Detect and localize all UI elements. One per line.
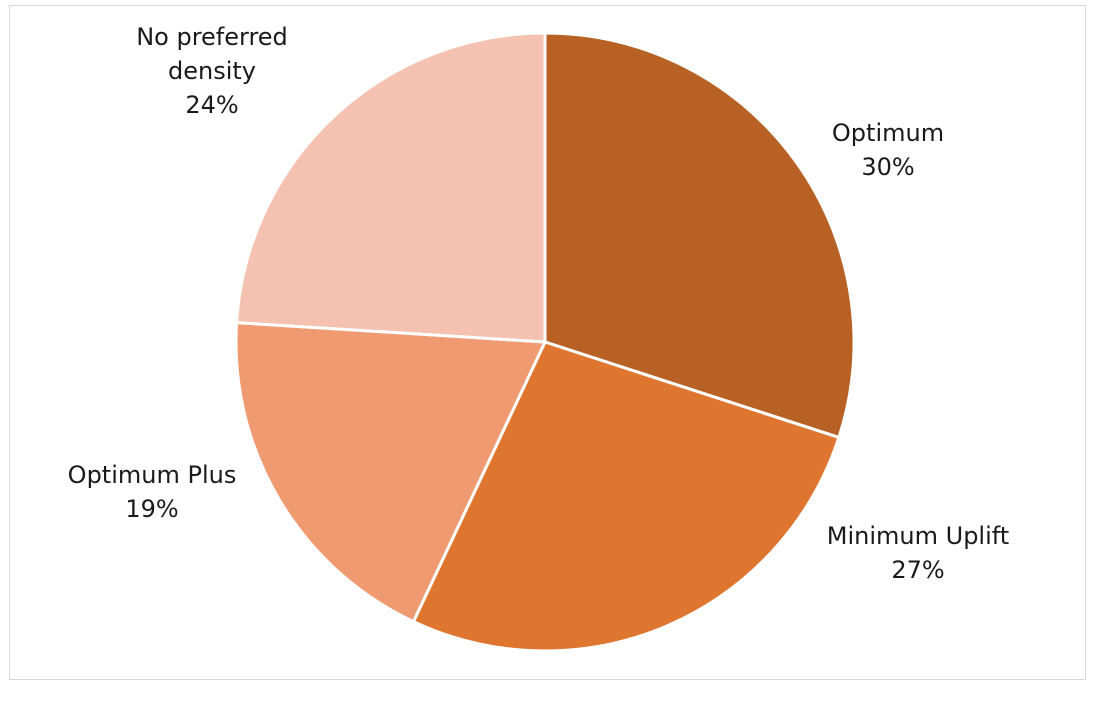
data-label-optimum-plus: Optimum Plus 19% [68,461,237,523]
data-label-percent: 27% [891,556,944,584]
pie-slice-no-preferred-density [235,31,547,344]
data-label-minimum-uplift: Minimum Uplift 27% [827,522,1009,584]
data-label-category: Optimum [832,119,944,147]
data-label-no-preferred-density: No preferred density 24% [136,23,288,119]
pie-slice-optimum [543,31,856,440]
data-label-category: Minimum Uplift [827,522,1009,550]
pie-slice-minimum-uplift [411,340,841,653]
pie-slices [234,31,856,653]
pie-data-labels: Optimum 30% Minimum Uplift 27% Optimum Plus 1… [68,23,1010,584]
data-label-category: No preferred [136,23,288,51]
pie-slice-optimum-plus [234,321,548,624]
data-label-category: density [168,57,256,85]
data-label-category: Optimum Plus [68,461,237,489]
data-label-percent: 24% [185,91,238,119]
data-label-percent: 30% [861,153,914,181]
data-label-percent: 19% [125,495,178,523]
data-label-optimum: Optimum 30% [832,119,944,181]
